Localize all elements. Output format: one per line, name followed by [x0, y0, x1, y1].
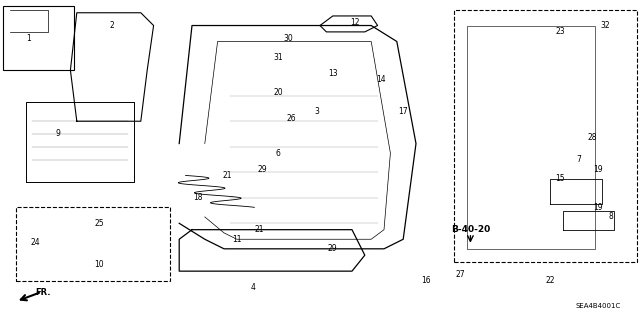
Text: 11: 11: [232, 235, 241, 244]
Text: 20: 20: [273, 88, 284, 97]
Text: 2: 2: [109, 21, 115, 30]
Text: FR.: FR.: [35, 288, 51, 297]
Text: 1: 1: [26, 34, 31, 43]
Text: 26: 26: [286, 114, 296, 122]
Text: 30: 30: [283, 34, 293, 43]
Text: 19: 19: [593, 203, 604, 212]
Text: 13: 13: [328, 69, 338, 78]
Text: 3: 3: [314, 107, 319, 116]
Text: 18: 18: [194, 193, 203, 202]
Text: 19: 19: [593, 165, 604, 174]
Text: 12: 12: [351, 18, 360, 27]
Text: 28: 28: [588, 133, 596, 142]
Text: 14: 14: [376, 75, 386, 84]
Text: 4: 4: [250, 283, 255, 292]
Text: 23: 23: [555, 27, 565, 36]
Text: B-40-20: B-40-20: [451, 225, 490, 234]
Text: 8: 8: [609, 212, 614, 221]
Text: 32: 32: [600, 21, 610, 30]
Text: 25: 25: [94, 219, 104, 228]
Text: 22: 22: [546, 276, 555, 285]
Text: 21: 21: [255, 225, 264, 234]
Text: 17: 17: [398, 107, 408, 116]
Text: 21: 21: [223, 171, 232, 180]
Text: 29: 29: [328, 244, 338, 253]
Text: 15: 15: [555, 174, 565, 183]
Text: 24: 24: [30, 238, 40, 247]
Text: 7: 7: [577, 155, 582, 164]
Text: 16: 16: [420, 276, 431, 285]
Text: 29: 29: [257, 165, 268, 174]
Text: 9: 9: [55, 130, 60, 138]
Text: SEA4B4001C: SEA4B4001C: [575, 303, 621, 309]
Text: 31: 31: [273, 53, 284, 62]
Text: 6: 6: [276, 149, 281, 158]
Text: 10: 10: [94, 260, 104, 269]
Text: 27: 27: [456, 270, 466, 279]
